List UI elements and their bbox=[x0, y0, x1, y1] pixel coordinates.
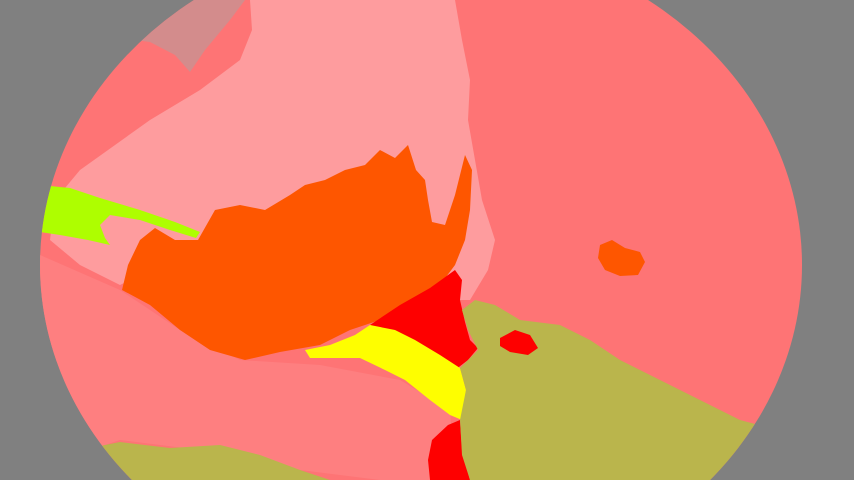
yellow-region bbox=[305, 325, 466, 420]
orange-region bbox=[122, 145, 472, 360]
lower-red-region bbox=[428, 420, 470, 480]
red-blob-region bbox=[500, 330, 538, 355]
lower-left-salmon-region bbox=[40, 255, 455, 480]
lime-region bbox=[40, 185, 200, 245]
red-region bbox=[370, 270, 478, 370]
bottom-left-olive-region bbox=[80, 442, 330, 480]
small-orange-region bbox=[598, 240, 645, 276]
